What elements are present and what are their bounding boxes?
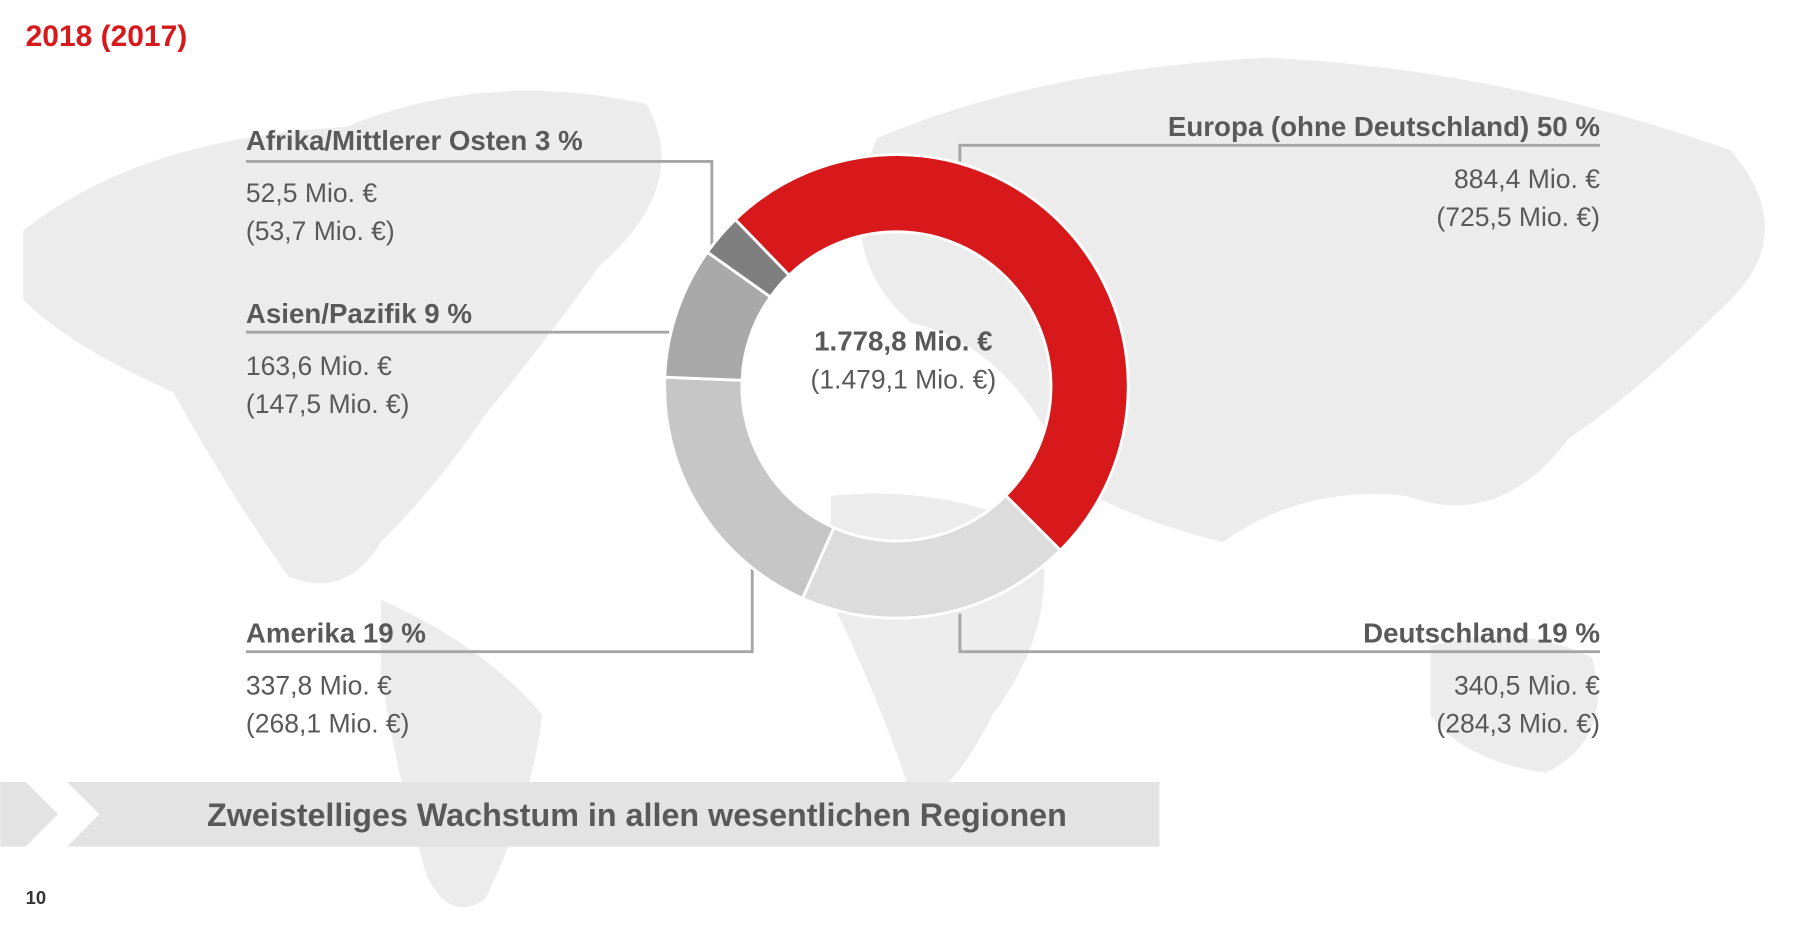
region-label: Deutschland 19 % [1363, 617, 1600, 648]
region-prior-value: (725,5 Mio. €) [1436, 202, 1600, 232]
leader-line [245, 565, 754, 654]
leader-line [245, 160, 714, 248]
banner [67, 781, 1160, 847]
region-label: Afrika/Mittlerer Osten 3 % [246, 125, 583, 156]
banner-chevron [0, 781, 58, 847]
region-prior-value: (268,1 Mio. €) [246, 708, 410, 738]
leader-line [958, 613, 1600, 654]
region-value: 337,8 Mio. € [246, 670, 392, 700]
region-prior-value: (147,5 Mio. €) [246, 389, 410, 419]
region-label: Asien/Pazifik 9 % [246, 298, 472, 329]
region-value: 52,5 Mio. € [246, 178, 377, 208]
donut-segment [705, 217, 792, 299]
donut-segment [733, 153, 1130, 553]
region-label: Europa (ohne Deutschland) 50 % [1168, 111, 1600, 142]
leader-line [958, 143, 1600, 168]
region-value: 340,5 Mio. € [1454, 670, 1600, 700]
chart-title: 2018 (2017) [26, 20, 188, 53]
page-number: 10 [26, 887, 47, 908]
region-prior-value: (53,7 Mio. €) [246, 216, 395, 246]
donut [663, 153, 1130, 620]
prior-total-label: (1.479,1 Mio. €) [810, 365, 996, 395]
region-label: Amerika 19 % [246, 617, 426, 648]
donut-segment [663, 375, 836, 601]
region-prior-value: (284,3 Mio. €) [1436, 708, 1600, 738]
region-value: 163,6 Mio. € [246, 351, 392, 381]
banner-text: Zweistelliges Wachstum in allen wesentli… [207, 797, 1067, 833]
region-value: 884,4 Mio. € [1454, 164, 1600, 194]
total-label: 1.778,8 Mio. € [814, 326, 992, 357]
